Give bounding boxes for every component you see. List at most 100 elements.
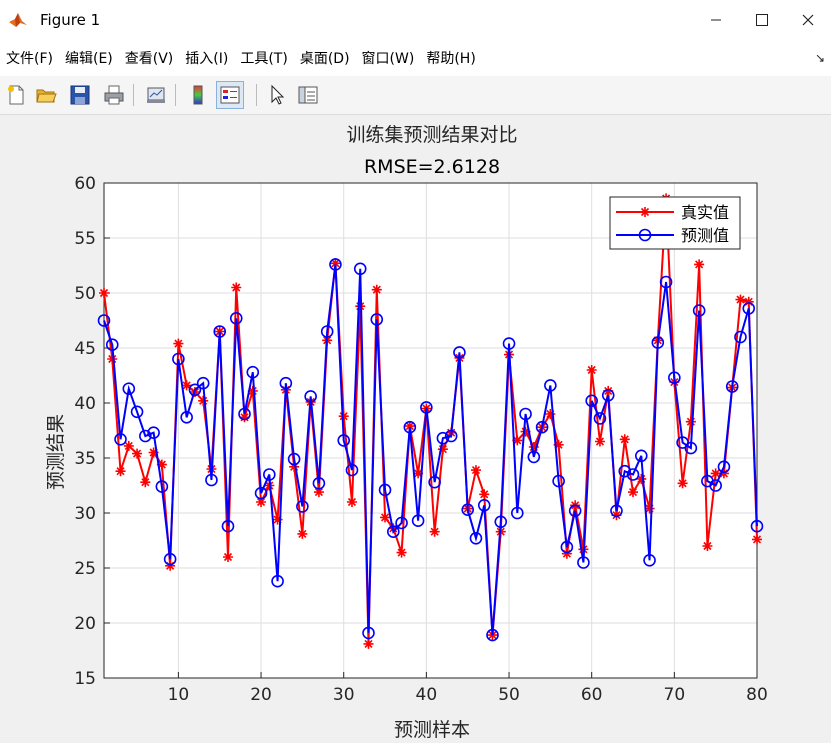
axes-frame (103, 182, 758, 679)
menu-window[interactable]: 窗口(W) (361, 51, 415, 67)
data-point (437, 444, 448, 455)
data-point (512, 435, 523, 446)
data-point (213, 325, 227, 338)
data-point (155, 480, 169, 493)
x-tick-label: 80 (746, 685, 768, 705)
menu-insert[interactable]: 插入(I) (185, 51, 229, 67)
property-inspector-icon (298, 86, 318, 104)
data-point (429, 526, 440, 537)
data-point (735, 294, 746, 305)
data-point (188, 383, 202, 397)
open-file-button[interactable] (32, 81, 60, 109)
close-icon (802, 14, 814, 26)
data-point (115, 466, 126, 477)
data-point (180, 410, 193, 424)
data-point (404, 421, 415, 432)
new-figure-icon (8, 85, 24, 105)
data-point (528, 442, 539, 452)
x-tick-label: 40 (416, 685, 438, 705)
dock-arrow-icon[interactable]: ↘ (814, 51, 825, 65)
x-tick-label: 20 (250, 685, 272, 705)
data-point (97, 314, 111, 327)
data-point (287, 452, 301, 466)
pointer-button[interactable] (263, 81, 291, 109)
data-point (263, 468, 276, 481)
maximize-button[interactable] (739, 0, 785, 40)
menu-edit[interactable]: 编辑(E) (64, 51, 113, 67)
menu-view[interactable]: 查看(V) (124, 51, 174, 67)
data-point (395, 516, 408, 530)
insert-colorbar-button[interactable] (184, 81, 212, 109)
data-point (231, 282, 242, 293)
maximize-icon (756, 14, 768, 26)
data-point (553, 439, 564, 450)
y-tick-label: 50 (74, 284, 96, 304)
data-point (205, 473, 218, 487)
x-tick-label: 30 (333, 685, 355, 705)
save-button[interactable] (66, 81, 94, 109)
data-point (296, 500, 309, 513)
menu-desktop[interactable]: 桌面(D) (299, 51, 350, 67)
data-point (246, 365, 260, 379)
data-point (181, 380, 192, 391)
x-tick-label: 50 (498, 685, 520, 705)
toolbar-separator (256, 84, 257, 106)
data-point (272, 514, 283, 525)
toolbar-separator (133, 84, 134, 106)
insert-legend-button[interactable] (216, 81, 244, 109)
save-icon (70, 85, 90, 105)
figure-canvas: 训练集预测结果对比 RMSE=2.6128 预测样本 预测结果 10 20 30 40… (45, 124, 768, 741)
data-point (659, 275, 673, 289)
y-axis-label: 预测结果 (45, 414, 67, 490)
data-point (694, 259, 705, 270)
data-point (396, 547, 407, 558)
menu-help[interactable]: 帮助(H) (426, 51, 476, 67)
menu-tools[interactable]: 工具(T) (240, 51, 288, 67)
data-point (477, 498, 491, 512)
data-point (256, 497, 267, 507)
data-point (586, 365, 597, 375)
legend-label: 真实值 (681, 203, 729, 222)
data-point (710, 468, 721, 479)
data-point (123, 440, 134, 451)
data-point (668, 371, 681, 385)
print-button[interactable] (100, 81, 128, 109)
x-axis-label: 预测样本 (394, 719, 470, 741)
new-figure-button[interactable] (2, 81, 30, 109)
data-point (163, 552, 177, 566)
x-tick-label: 10 (168, 685, 190, 705)
x-tick-label: 70 (664, 685, 686, 705)
data-point (330, 258, 341, 269)
pointer-icon (271, 84, 285, 105)
data-point (411, 514, 425, 528)
insert-legend-icon (220, 86, 240, 104)
data-point (239, 412, 250, 423)
y-tick-label: 20 (74, 614, 96, 634)
y-tick-label: 55 (74, 229, 96, 249)
legend-marker (638, 228, 652, 242)
data-point (279, 376, 293, 390)
data-point (552, 474, 565, 488)
data-point (353, 262, 367, 276)
data-point (222, 552, 233, 562)
y-tick-label: 25 (74, 559, 96, 579)
close-button[interactable] (785, 0, 831, 40)
data-point (619, 434, 630, 445)
y-tick-label: 45 (74, 339, 96, 359)
data-point (718, 468, 729, 479)
minimize-button[interactable] (693, 0, 739, 40)
matlab-logo-icon (9, 13, 27, 27)
data-point (313, 487, 324, 498)
data-point (535, 420, 549, 434)
print-icon (104, 85, 124, 105)
data-point (519, 407, 532, 421)
menu-file[interactable]: 文件(F) (6, 51, 53, 67)
toolbar (0, 76, 831, 115)
toolbar-separator (175, 84, 176, 106)
data-point (156, 459, 167, 470)
property-inspector-button[interactable] (294, 81, 322, 109)
link-plot-button[interactable] (142, 81, 170, 109)
data-point (684, 441, 698, 455)
y-tick-label: 40 (74, 394, 96, 414)
data-point (453, 346, 466, 359)
